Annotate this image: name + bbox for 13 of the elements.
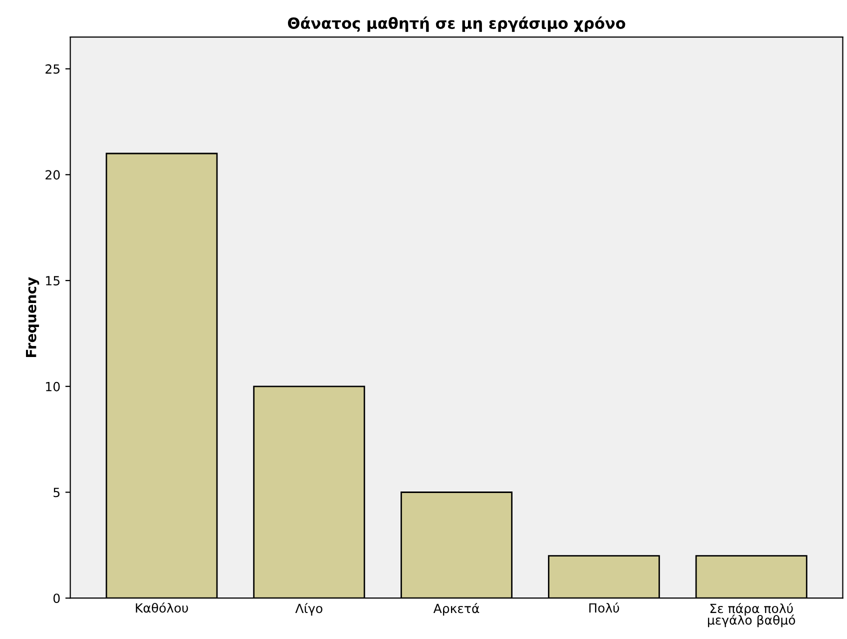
- chart-title: Θάνατος μαθητή σε μη εργάσιμο χρόνο: [288, 16, 626, 32]
- y-axis-title: Frequency: [26, 277, 40, 357]
- y-tick-label: 5: [54, 488, 60, 498]
- y-tick-label: 25: [46, 64, 60, 74]
- y-tick-label: 15: [46, 276, 60, 286]
- x-tick-label: Πολύ: [589, 602, 620, 613]
- x-tick-label: Καθόλου: [136, 602, 188, 613]
- x-tick-label: Λίγο: [295, 602, 322, 616]
- x-tick-label: Αρκετά: [433, 602, 480, 616]
- y-tick-label: 0: [53, 594, 60, 604]
- x-tick-label: Σε πάρα πολύ μεγάλο βαθμό: [708, 602, 796, 628]
- y-tick-label: 20: [46, 170, 60, 180]
- y-tick-label: 10: [46, 382, 60, 392]
